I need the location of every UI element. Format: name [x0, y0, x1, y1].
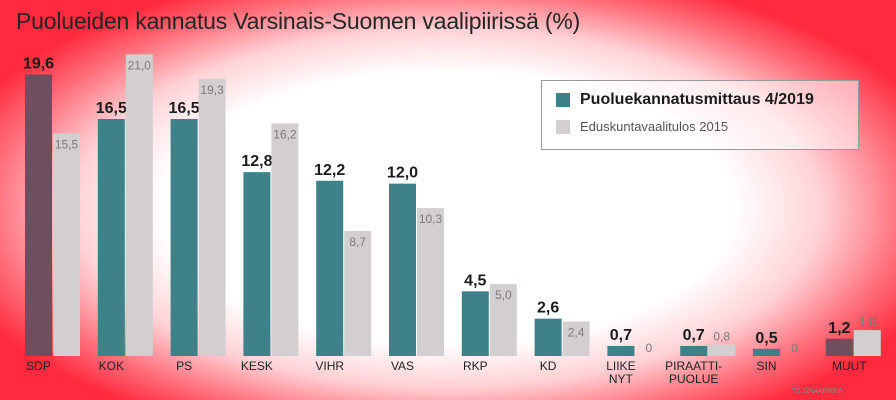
value-label-2015-vas: 10,3	[419, 212, 443, 226]
value-label-2019-kesk: 12,8	[241, 153, 272, 170]
bar-2015-vas	[417, 208, 444, 356]
bar-2019-vihr	[316, 180, 344, 356]
value-label-2015-piraattipuolue: 0,8	[713, 330, 730, 344]
category-label-kd: KD	[540, 359, 557, 373]
value-label-2015-vihr: 8,7	[349, 235, 366, 249]
legend-label-2015: Eduskuntavaalitulos 2015	[580, 119, 729, 134]
value-label-2015-muut: 1,8	[859, 315, 876, 329]
legend-item-2019: Puoluekannatusmittaus 4/2019	[556, 91, 814, 109]
category-label-vas: VAS	[391, 359, 414, 373]
value-label-2019-vihr: 12,2	[314, 162, 345, 179]
bar-2019-kd	[534, 318, 562, 356]
category-label-vihr: VIHR	[315, 359, 344, 373]
value-label-2015-kok: 21,0	[128, 58, 152, 72]
bar-2015-vihr	[344, 231, 372, 356]
category-label-kesk: KESK	[241, 359, 273, 373]
category-label-sdp: SDP	[26, 359, 51, 373]
legend: Puoluekannatusmittaus 4/2019 Eduskuntava…	[541, 80, 859, 150]
bar-2019-sdp	[25, 74, 52, 357]
bar-2019-ps	[170, 119, 198, 356]
bar-2015-muut	[853, 330, 881, 356]
value-label-2015-sin: 0	[791, 341, 798, 355]
bar-2019-vas	[389, 183, 416, 356]
value-label-2019-rkp: 4,5	[464, 272, 486, 289]
bar-2019-liikenyt	[607, 345, 635, 356]
value-label-2019-kok: 16,5	[96, 100, 127, 117]
legend-label-2019: Puoluekannatusmittaus 4/2019	[580, 91, 814, 108]
category-label-liikenyt: LIIKE NYT	[606, 359, 635, 386]
value-label-2019-vas: 12,0	[387, 165, 418, 182]
bar-2019-kok	[97, 119, 125, 356]
value-label-2015-kd: 2,4	[568, 326, 585, 340]
value-label-2019-kd: 2,6	[537, 300, 559, 317]
bar-2015-rkp	[489, 284, 517, 356]
category-label-piraattipuolue: PIRAATTI-PUOLUE	[665, 359, 722, 386]
bar-2019-rkp	[461, 291, 489, 356]
value-label-2019-liikenyt: 0,7	[610, 327, 632, 344]
value-label-2019-sin: 0,5	[755, 330, 777, 347]
category-label-rkp: RKP	[463, 359, 488, 373]
value-label-2015-ps: 19,3	[200, 83, 224, 97]
bar-2019-sin	[753, 348, 780, 356]
footnote: TS GRAAFIKKA	[792, 388, 843, 395]
value-label-2015-rkp: 5,0	[495, 288, 512, 302]
value-label-2019-sdp: 19,6	[23, 55, 54, 72]
category-label-muut: MUUT	[832, 359, 867, 373]
value-label-2015-kesk: 16,2	[273, 127, 297, 141]
chart-title: Puolueiden kannatus Varsinais-Suomen vaa…	[16, 8, 581, 34]
value-label-2019-ps: 16,5	[169, 100, 200, 117]
value-label-2015-sdp: 15,5	[55, 137, 79, 151]
category-label-kok: KOK	[99, 359, 124, 373]
value-label-2019-muut: 1,2	[828, 320, 850, 337]
bar-2019-piraattipuolue	[680, 345, 708, 356]
bar-2015-piraattipuolue	[708, 344, 736, 356]
bar-2019-kesk	[243, 172, 271, 356]
bar-2015-kok	[125, 54, 153, 356]
value-label-2015-liikenyt: 0	[646, 341, 653, 355]
value-label-2019-piraattipuolue: 0,7	[683, 327, 705, 344]
bar-2019-muut	[825, 338, 853, 356]
bar-2015-kd	[562, 321, 590, 356]
category-label-ps: PS	[176, 359, 192, 373]
category-label-sin: SIN	[756, 359, 776, 373]
legend-item-2015: Eduskuntavaalitulos 2015	[556, 119, 728, 134]
legend-swatch-2019	[556, 93, 570, 107]
bar-2015-kesk	[271, 123, 299, 357]
legend-swatch-2015	[556, 119, 570, 134]
bar-2015-sdp	[53, 133, 80, 356]
bar-2015-ps	[198, 78, 226, 357]
